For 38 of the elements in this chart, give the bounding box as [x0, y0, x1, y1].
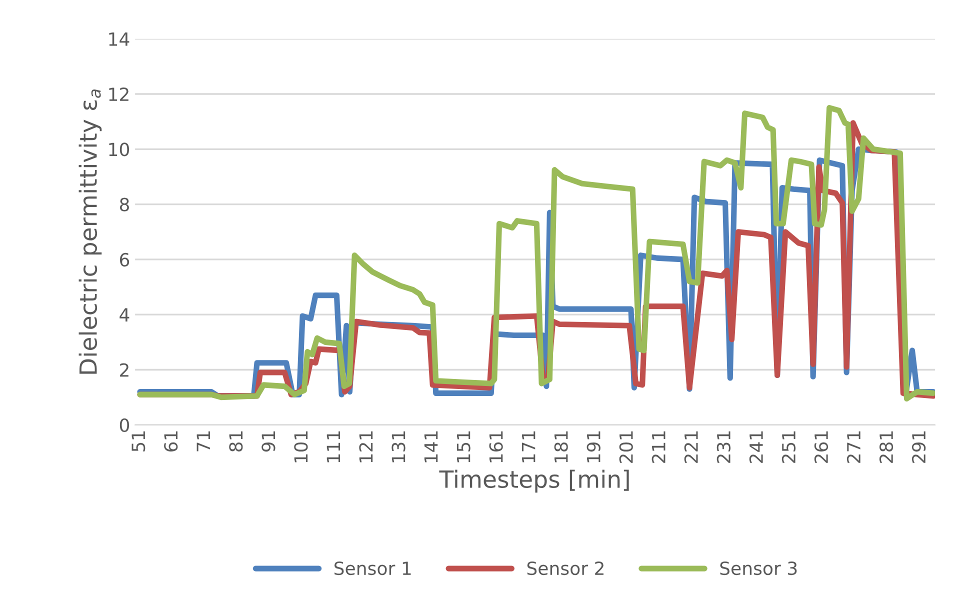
x-tick-label: 271: [846, 431, 860, 463]
x-tick-label: 201: [619, 431, 633, 463]
legend-label: Sensor 3: [720, 561, 797, 576]
x-tick-label: 181: [554, 431, 568, 462]
x-tick-label: 121: [359, 431, 373, 462]
x-tick-label: 261: [814, 431, 828, 463]
x-tick-label: 51: [132, 431, 146, 452]
x-axis-title: Timesteps [min]: [439, 470, 629, 493]
x-tick-label: 281: [879, 431, 894, 463]
y-tick-label: 10: [109, 142, 130, 156]
x-tick-label: 151: [456, 431, 470, 462]
y-tick-label: 0: [120, 418, 130, 432]
x-tick-label: 291: [912, 431, 926, 463]
x-tick-label: 131: [392, 431, 406, 462]
x-tick-label: 211: [652, 431, 666, 463]
x-tick-label: 91: [262, 431, 276, 452]
x-tick-label: 141: [424, 431, 438, 462]
x-tick-label: 191: [586, 431, 600, 462]
x-tick-label: 71: [196, 431, 210, 452]
y-tick-label: 8: [120, 198, 129, 212]
x-tick-label: 111: [326, 431, 340, 462]
x-tick-label: 221: [684, 431, 698, 463]
y-tick-label: 12: [109, 87, 128, 101]
legend-label: Sensor 1: [334, 561, 411, 576]
x-tick-label: 161: [489, 431, 503, 462]
x-tick-label: 81: [229, 431, 243, 452]
x-tick-label: 251: [782, 431, 796, 463]
x-tick-label: 231: [716, 431, 731, 463]
x-tick-label: 61: [164, 431, 178, 452]
x-tick-label: 101: [294, 431, 308, 462]
y-tick-label: 4: [120, 308, 130, 322]
x-tick-label: 241: [749, 431, 763, 463]
y-tick-label: 14: [109, 32, 130, 46]
y-axis-title: Dielectric permittivity ε$_{a}$: [78, 90, 102, 374]
legend-label: Sensor 2: [527, 561, 604, 576]
y-tick-label: 2: [120, 363, 128, 377]
x-tick-label: 171: [522, 431, 536, 462]
y-tick-label: 6: [120, 252, 130, 267]
